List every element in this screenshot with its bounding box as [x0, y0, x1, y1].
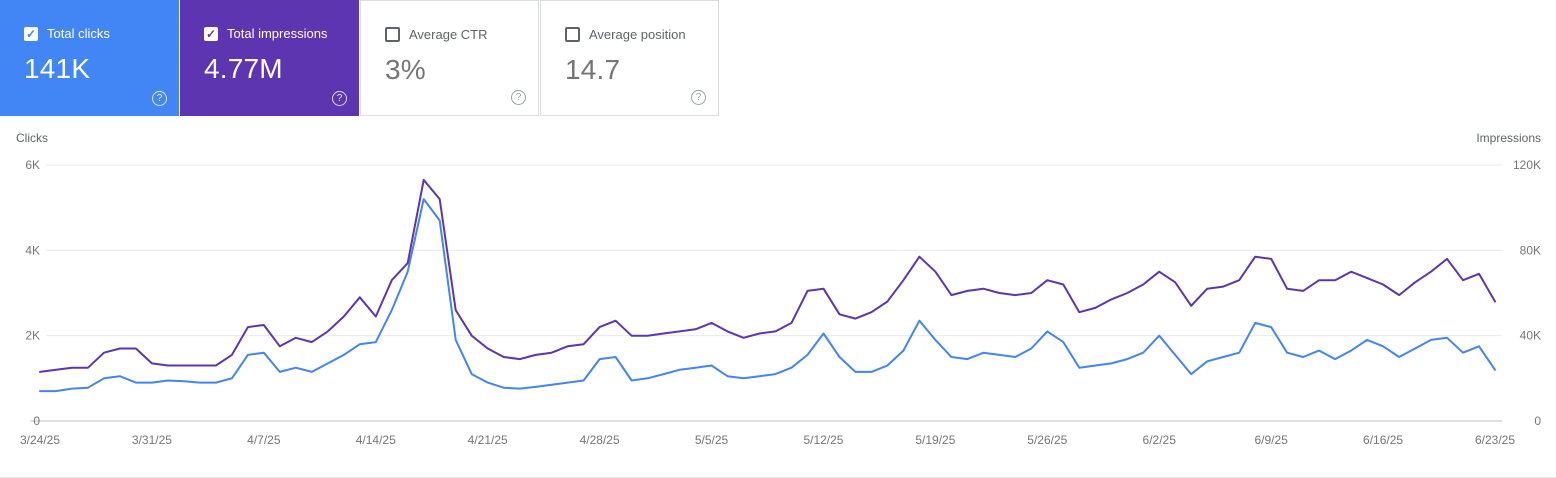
card-total-impressions-header: ✓ Total impressions — [204, 26, 345, 41]
total-clicks-label: Total clicks — [47, 26, 110, 41]
average-ctr-value: 3% — [385, 54, 426, 85]
y-right-tick-label: 120K — [1513, 158, 1541, 172]
left-axis-title: Clicks — [16, 131, 48, 145]
y-left-tick-label: 4K — [25, 243, 40, 257]
y-right-tick-label: 80K — [1520, 243, 1541, 257]
help-icon[interactable]: ? — [332, 91, 347, 106]
metric-cards: ✓ Total clicks 141K ? ✓ Total impression… — [0, 0, 719, 116]
clicks-line — [39, 198, 1496, 393]
x-tick-label: 4/21/25 — [468, 433, 508, 447]
average-ctr-checkbox[interactable] — [385, 27, 400, 42]
right-axis-title: Impressions — [1476, 131, 1541, 145]
card-average-ctr-header: Average CTR — [385, 27, 524, 42]
x-tick-label: 4/28/25 — [580, 433, 620, 447]
total-clicks-checkbox[interactable]: ✓ — [24, 26, 38, 41]
x-tick-label: 5/5/25 — [695, 433, 729, 447]
x-tick-label: 5/19/25 — [915, 433, 955, 447]
average-position-value: 14.7 — [565, 54, 621, 85]
card-total-clicks-header: ✓ Total clicks — [24, 26, 165, 41]
card-total-clicks[interactable]: ✓ Total clicks 141K ? — [0, 0, 179, 116]
card-total-impressions[interactable]: ✓ Total impressions 4.77M ? — [180, 0, 359, 116]
average-ctr-label: Average CTR — [409, 27, 488, 42]
x-tick-label: 4/14/25 — [356, 433, 396, 447]
y-left-tick-label: 2K — [25, 329, 40, 343]
x-tick-label: 6/23/25 — [1475, 433, 1515, 447]
y-left-tick-label: 6K — [25, 158, 40, 172]
x-tick-label: 4/7/25 — [247, 433, 281, 447]
average-position-checkbox[interactable] — [565, 27, 580, 42]
x-tick-label: 6/16/25 — [1363, 433, 1403, 447]
y-right-tick-label: 0 — [1534, 414, 1541, 428]
x-tick-label: 5/12/25 — [803, 433, 843, 447]
help-icon[interactable]: ? — [511, 90, 526, 105]
y-right-tick-label: 40K — [1520, 329, 1541, 343]
total-impressions-label: Total impressions — [227, 26, 328, 41]
x-tick-label: 6/9/25 — [1254, 433, 1288, 447]
average-position-label: Average position — [589, 27, 686, 42]
help-icon[interactable]: ? — [691, 90, 706, 105]
impressions-line — [39, 178, 1496, 373]
card-average-ctr[interactable]: Average CTR 3% ? — [360, 0, 539, 116]
x-tick-label: 3/24/25 — [20, 433, 60, 447]
total-impressions-value: 4.77M — [204, 53, 283, 84]
total-impressions-checkbox[interactable]: ✓ — [204, 26, 218, 41]
x-tick-label: 5/26/25 — [1027, 433, 1067, 447]
x-tick-label: 3/31/25 — [132, 433, 172, 447]
x-tick-label: 6/2/25 — [1143, 433, 1177, 447]
card-average-position[interactable]: Average position 14.7 ? — [540, 0, 719, 116]
card-average-position-header: Average position — [565, 27, 704, 42]
total-clicks-value: 141K — [24, 53, 91, 84]
y-left-tick-label: 0 — [33, 414, 40, 428]
help-icon[interactable]: ? — [152, 91, 167, 106]
